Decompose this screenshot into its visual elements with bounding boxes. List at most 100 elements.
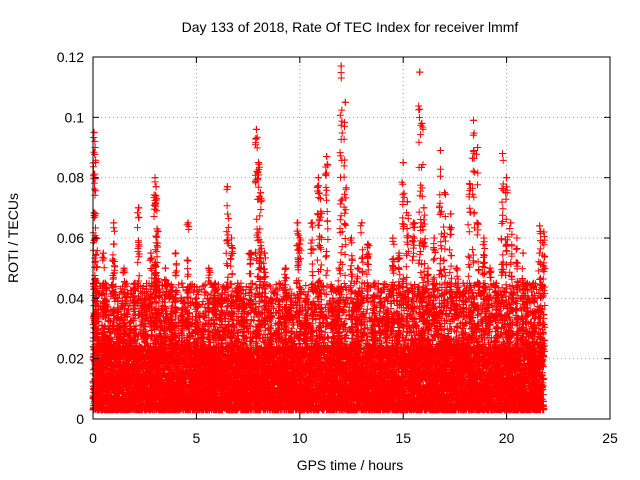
- data-point: [172, 249, 180, 257]
- data-point: [114, 294, 122, 302]
- data-point: [399, 159, 407, 167]
- data-point: [503, 174, 511, 182]
- data-point: [507, 219, 515, 227]
- x-tick-label: 5: [193, 430, 201, 446]
- data-point: [93, 309, 101, 317]
- data-point: [492, 279, 500, 287]
- data-point: [447, 210, 455, 218]
- data-points: [89, 62, 549, 414]
- data-point: [420, 204, 428, 212]
- data-point: [134, 204, 142, 212]
- data-point: [151, 174, 159, 182]
- data-point: [192, 294, 200, 302]
- data-point: [153, 225, 161, 233]
- y-tick-label: 0: [76, 411, 84, 427]
- data-point: [337, 62, 345, 70]
- data-point: [275, 279, 283, 287]
- data-point: [416, 68, 424, 76]
- data-point: [101, 279, 109, 287]
- data-point: [354, 264, 362, 272]
- data-point: [152, 183, 160, 191]
- data-point: [383, 309, 391, 317]
- x-tick-label: 0: [89, 430, 97, 446]
- data-point: [403, 198, 411, 206]
- data-point: [257, 189, 265, 197]
- y-axis-label: ROTI / TECUs: [5, 193, 21, 283]
- data-point: [110, 219, 118, 227]
- data-point: [161, 264, 169, 272]
- data-point: [296, 234, 304, 242]
- data-point: [130, 279, 138, 287]
- data-point: [211, 279, 219, 287]
- data-point: [335, 264, 343, 272]
- data-point: [341, 98, 349, 106]
- data-point: [441, 189, 449, 197]
- data-point: [205, 264, 213, 272]
- data-point: [281, 264, 289, 272]
- data-point: [261, 249, 269, 257]
- data-point: [147, 249, 155, 257]
- data-point: [436, 147, 444, 155]
- data-point: [323, 153, 331, 161]
- data-point: [90, 128, 98, 136]
- x-tick-label: 20: [499, 430, 515, 446]
- data-point: [536, 222, 544, 230]
- data-point: [459, 279, 467, 287]
- data-point: [540, 228, 548, 236]
- data-point: [95, 370, 103, 378]
- data-point: [302, 294, 310, 302]
- data-point: [470, 116, 478, 124]
- data-point: [126, 325, 134, 332]
- data-point: [370, 279, 378, 287]
- data-point: [329, 294, 337, 302]
- data-point: [376, 294, 384, 302]
- data-point: [424, 264, 432, 272]
- data-point: [234, 279, 242, 287]
- data-point: [486, 264, 494, 272]
- data-point: [217, 294, 225, 302]
- x-tick-label: 15: [395, 430, 411, 446]
- data-point: [474, 144, 482, 151]
- y-tick-label: 0.12: [57, 49, 84, 65]
- data-point: [246, 249, 254, 257]
- x-tick-label: 10: [292, 430, 308, 446]
- data-point: [184, 219, 192, 227]
- data-point: [199, 325, 207, 332]
- data-point: [348, 234, 355, 242]
- axis-ticks: 0 5 10 15 20 25 0 0.02 0.04 0.06 0.08 0.1 0.12: [57, 49, 618, 446]
- data-point: [228, 234, 236, 242]
- data-point: [418, 119, 426, 127]
- data-point: [498, 150, 506, 158]
- data-point: [523, 279, 531, 287]
- data-point: [453, 264, 461, 272]
- data-point: [519, 249, 527, 257]
- data-point: [308, 219, 316, 227]
- scatter-markers: [89, 62, 549, 414]
- data-point: [430, 234, 438, 242]
- y-tick-label: 0.1: [65, 109, 85, 125]
- data-point: [294, 219, 302, 227]
- x-tick-label: 25: [602, 430, 618, 446]
- data-point: [364, 240, 372, 248]
- data-point: [99, 249, 107, 257]
- data-point: [529, 279, 537, 287]
- data-point: [513, 234, 521, 242]
- data-point: [141, 294, 149, 302]
- y-tick-label: 0.02: [57, 351, 84, 367]
- data-point: [178, 279, 186, 287]
- data-point: [465, 180, 473, 188]
- y-tick-label: 0.04: [57, 290, 84, 306]
- x-axis-label: GPS time / hours: [297, 457, 404, 473]
- data-point: [314, 174, 322, 182]
- data-point: [252, 125, 260, 133]
- y-tick-label: 0.08: [57, 170, 84, 186]
- data-point: [254, 159, 262, 167]
- data-point: [106, 325, 114, 332]
- data-point: [358, 219, 366, 227]
- data-point: [223, 183, 231, 191]
- data-point: [480, 234, 488, 242]
- data-point: [395, 249, 403, 257]
- y-tick-label: 0.06: [57, 230, 84, 246]
- data-point: [389, 234, 397, 242]
